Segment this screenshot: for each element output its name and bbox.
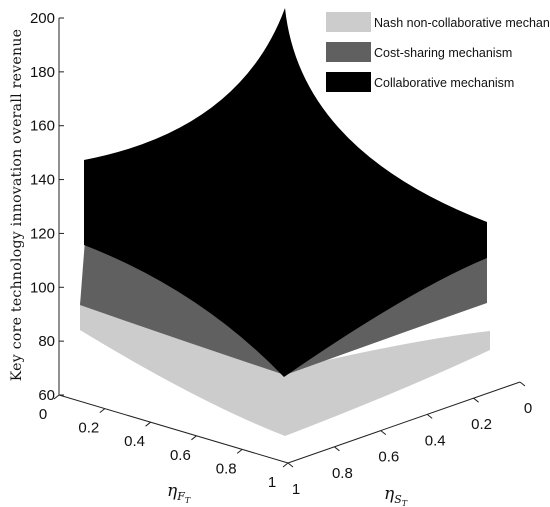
legend-label-nash: Nash non-collaborative mechanism — [374, 16, 550, 30]
x-axis-line — [58, 394, 289, 464]
y-axis-title-symbol: η — [384, 484, 395, 504]
x-tick-mark — [236, 449, 243, 454]
y-axis-title-subsub: T — [402, 499, 408, 507]
x-axis-title-symbol: η — [167, 481, 178, 501]
y-tick-mark — [287, 462, 294, 468]
y-tick-mark — [380, 430, 387, 435]
x-axis-title-sub: F — [176, 490, 185, 503]
x-tick-mark — [99, 408, 106, 413]
z-tick-label: 80 — [38, 333, 55, 350]
x-tick-label: 0.8 — [216, 460, 237, 477]
x-tick-label: 0.2 — [78, 420, 99, 437]
y-tick-label: 0.4 — [425, 432, 446, 449]
y-tick-mark — [519, 381, 526, 387]
legend-swatch-nash — [326, 12, 371, 32]
x-tick-label: 1 — [268, 474, 276, 491]
z-tick-label: 200 — [30, 10, 55, 27]
x-axis-title-subsub: T — [185, 496, 191, 505]
y-axis-title-sub: S — [394, 493, 402, 506]
z-tick-label: 180 — [30, 64, 55, 81]
x-tick-mark — [53, 394, 60, 400]
z-tick-label: 140 — [30, 172, 55, 189]
y-axis-title: ηST — [384, 484, 408, 507]
y-tick-label: 0.8 — [332, 465, 353, 482]
x-tick-mark — [282, 462, 289, 468]
y-tick-mark — [334, 446, 340, 452]
x-tick-label: 0.6 — [170, 447, 191, 464]
z-tick-label: 120 — [30, 225, 55, 242]
x-tick-label: 0.4 — [124, 433, 145, 450]
x-tick-mark — [145, 421, 151, 427]
y-axis-line — [287, 381, 521, 464]
y-tick-mark — [473, 397, 479, 403]
x-tick-label: 0 — [39, 406, 47, 423]
z-tick-label: 60 — [38, 387, 55, 404]
y-tick-label: 0.6 — [378, 449, 399, 466]
axis-frame — [58, 18, 521, 464]
z-tick-label: 160 — [30, 118, 55, 135]
z-tick-label: 100 — [30, 279, 55, 296]
y-tick-mark — [426, 414, 433, 419]
y-tick-label: 1 — [292, 481, 300, 498]
legend-label-collaborative: Collaborative mechanism — [374, 76, 514, 90]
legend-swatch-collaborative — [326, 72, 371, 92]
legend: Nash non-collaborative mechanism Cost-sh… — [326, 12, 550, 92]
z-axis-title: Key core technology innovation overall r… — [9, 29, 25, 381]
x-tick-marks — [53, 394, 289, 468]
x-tick-mark — [191, 435, 197, 441]
legend-swatch-cost-sharing — [326, 42, 371, 62]
y-tick-marks — [287, 381, 526, 468]
surface-collaborative — [84, 8, 487, 377]
y-tick-label: 0 — [524, 400, 532, 417]
legend-label-cost-sharing: Cost-sharing mechanism — [374, 46, 512, 60]
x-axis-title: ηFT — [167, 481, 191, 505]
surface-nash-non-collaborative — [80, 302, 490, 436]
z-tick-marks — [59, 17, 64, 396]
y-tick-label: 0.2 — [471, 416, 492, 433]
